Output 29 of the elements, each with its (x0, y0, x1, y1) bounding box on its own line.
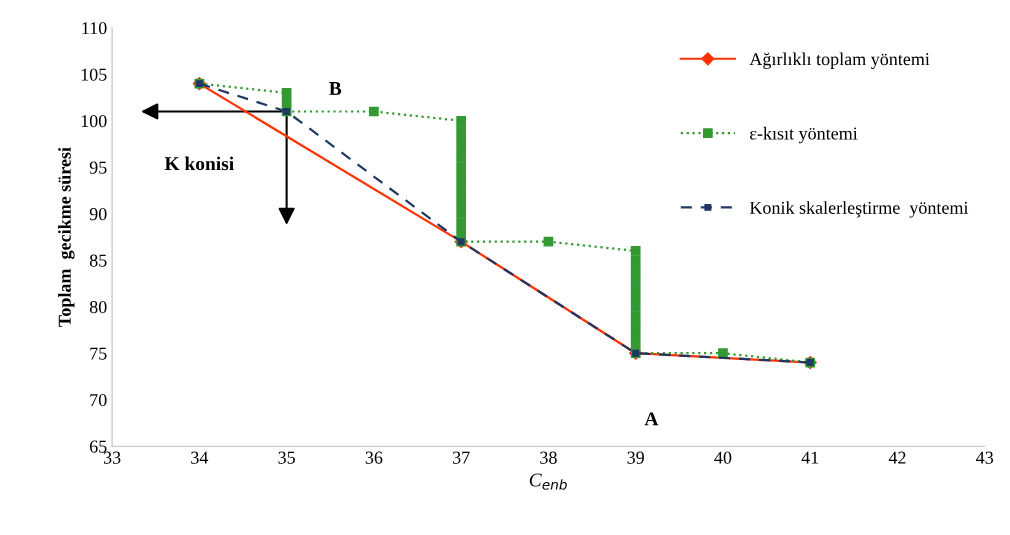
x-tick-label: 42 (888, 451, 906, 464)
x-tick-label: 40 (714, 451, 732, 464)
x-tick-label: 35 (278, 451, 295, 464)
legend-label: ε-kısıt yöntemi (750, 126, 858, 144)
y-tick-label: 65 (89, 440, 107, 453)
y-tick-label: 70 (90, 393, 107, 407)
y-tick-label: 90 (89, 208, 107, 221)
annotation: K konisi (164, 156, 234, 171)
x-tick-label: 43 (976, 451, 994, 464)
y-tick-label: 110 (82, 22, 107, 35)
x-tick-label: 34 (191, 451, 209, 464)
x-axis-title: C$_{enb}$ (529, 473, 567, 490)
annotation: B (329, 82, 342, 95)
x-tick-label: 36 (365, 451, 383, 464)
y-tick-label: 85 (89, 254, 107, 267)
annotation: A (644, 412, 659, 426)
y-tick-label: 105 (81, 68, 107, 81)
x-tick-label: 39 (627, 451, 644, 464)
x-tick-label: 38 (540, 451, 557, 464)
x-tick-label: 37 (453, 451, 470, 464)
y-tick-label: 95 (89, 161, 107, 174)
legend-label: Konik skalerleştirme yöntemi (749, 201, 969, 218)
y-tick-label: 75 (90, 347, 107, 360)
x-tick-label: 41 (801, 451, 819, 464)
y-tick-label: 100 (81, 115, 107, 128)
y-axis-title: Toplam gecikme süresi (58, 147, 75, 327)
y-tick-label: 80 (89, 300, 107, 314)
x-tick-label: 33 (103, 451, 121, 464)
legend-label: Ağırlıklı toplam yöntemi (749, 52, 930, 69)
